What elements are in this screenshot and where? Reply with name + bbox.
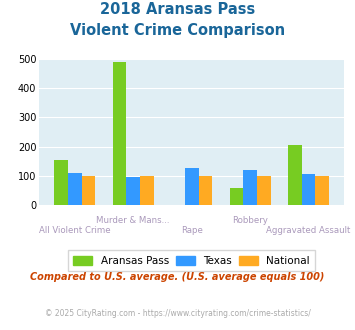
Text: © 2025 CityRating.com - https://www.cityrating.com/crime-statistics/: © 2025 CityRating.com - https://www.city… bbox=[45, 309, 310, 317]
Bar bbox=[243, 170, 257, 205]
Bar bbox=[185, 168, 198, 205]
Bar bbox=[288, 145, 302, 205]
Text: Compared to U.S. average. (U.S. average equals 100): Compared to U.S. average. (U.S. average … bbox=[30, 272, 325, 282]
Text: Robbery: Robbery bbox=[232, 216, 268, 225]
Bar bbox=[68, 173, 82, 205]
Bar bbox=[113, 62, 126, 205]
Text: Violent Crime Comparison: Violent Crime Comparison bbox=[70, 23, 285, 38]
Text: Rape: Rape bbox=[181, 226, 203, 235]
Bar bbox=[230, 188, 243, 205]
Bar bbox=[126, 177, 140, 205]
Bar bbox=[302, 174, 316, 205]
Bar bbox=[316, 176, 329, 205]
Legend: Aransas Pass, Texas, National: Aransas Pass, Texas, National bbox=[68, 250, 315, 271]
Text: 2018 Aransas Pass: 2018 Aransas Pass bbox=[100, 2, 255, 16]
Text: Aggravated Assault: Aggravated Assault bbox=[267, 226, 351, 235]
Text: All Violent Crime: All Violent Crime bbox=[39, 226, 111, 235]
Bar bbox=[54, 160, 68, 205]
Bar bbox=[198, 176, 212, 205]
Text: Murder & Mans...: Murder & Mans... bbox=[97, 216, 170, 225]
Bar bbox=[140, 176, 154, 205]
Bar bbox=[257, 176, 271, 205]
Bar bbox=[82, 176, 95, 205]
